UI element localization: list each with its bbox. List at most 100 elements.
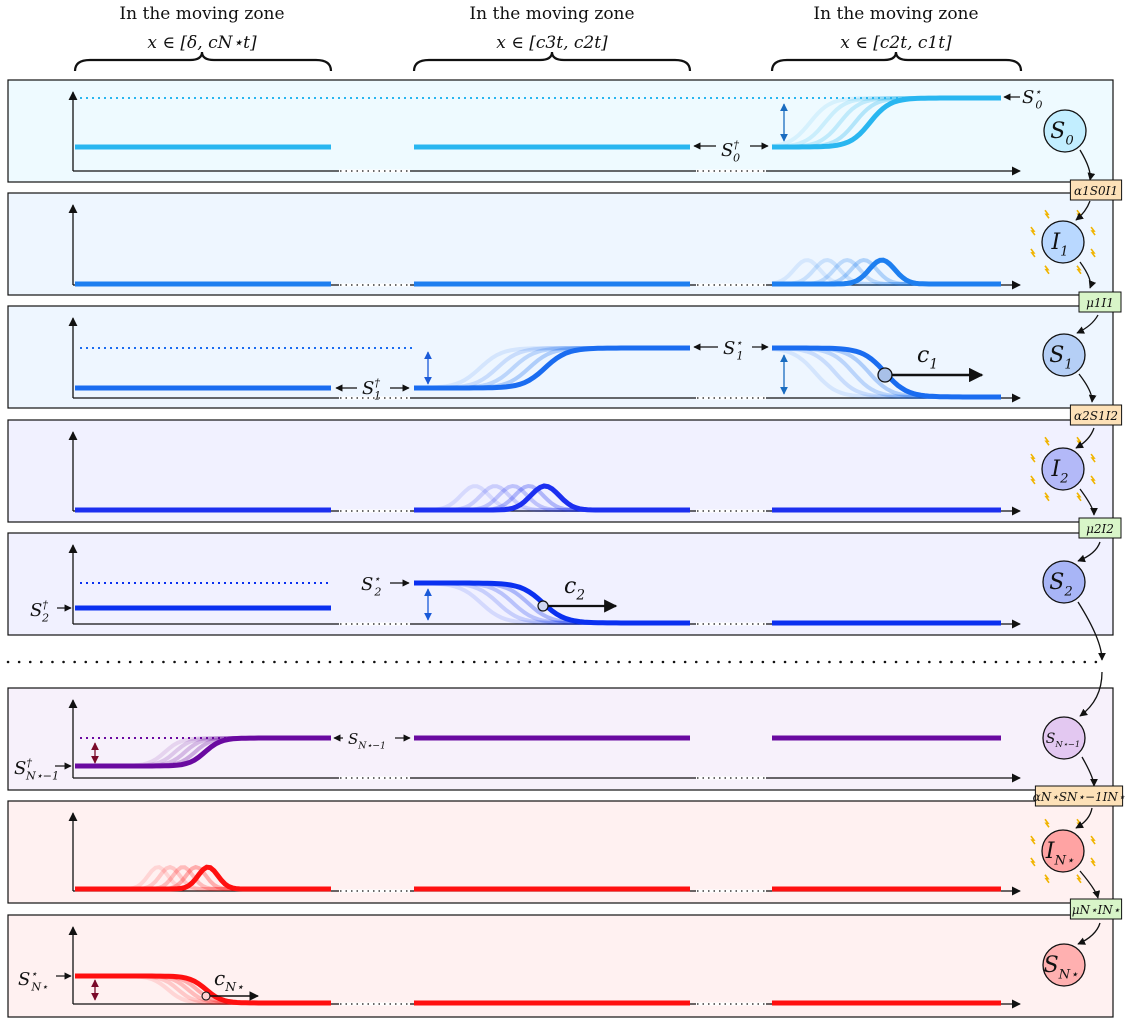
link-rate-IN [1075, 807, 1093, 829]
spark-icon [1090, 226, 1096, 236]
node-IN-circle [1041, 829, 1085, 873]
spark-icon [1030, 248, 1036, 258]
label-S1-star-text: S⋆ 1 [723, 336, 743, 362]
link-S0-rate [1079, 149, 1096, 181]
node-SN-circle [1042, 943, 1086, 987]
spark-icon [1076, 874, 1082, 884]
spark-icon [1090, 475, 1096, 485]
label-SN1-dagger-sup: † [26, 756, 32, 769]
zone-brace-2 [412, 51, 692, 72]
link-gap-SN1 [1079, 671, 1103, 717]
front-marker-SN [201, 991, 211, 1001]
link-rate-S2 [1077, 541, 1101, 563]
spark-icon [1030, 835, 1036, 845]
label-S2-dagger: S† 2 [30, 598, 49, 624]
label-SN1-main: S [348, 730, 358, 748]
label-S0-dagger-sup: † [733, 138, 739, 151]
node-I1-circle [1041, 220, 1085, 264]
spark-icon [1044, 492, 1050, 502]
rate-alpha2: α2S1I2 [1069, 404, 1123, 426]
label-SN-star-sup: ⋆ [30, 967, 37, 980]
rate-mu2: μ2I2 [1078, 517, 1122, 539]
label-S1-star-sup: ⋆ [735, 336, 742, 349]
rate-mu2-box [1078, 517, 1122, 539]
spark-icon [1030, 453, 1036, 463]
label-S2-star-text: S⋆ 2 [361, 572, 381, 598]
rate-alpha1-text: α1S0I1 [1074, 184, 1118, 198]
node-S0-label: S0 [1050, 119, 1073, 149]
rate-muN-text: μN⋆IN⋆ [1072, 903, 1121, 917]
node-S2-label-main: S [1049, 570, 1064, 595]
rate-muN-box [1069, 898, 1123, 920]
link-I1-rate [1079, 261, 1097, 289]
node-I1-label: I1 [1050, 230, 1068, 260]
label-S0-dagger-sub: 0 [733, 151, 740, 164]
zone-title-3: In the moving zone [813, 4, 978, 24]
node-IN-label-main: I [1045, 839, 1056, 864]
zone-title-2: In the moving zone [469, 4, 634, 24]
node-SN-label-main: S [1044, 953, 1059, 978]
node-SN1-circle [1042, 716, 1086, 760]
rate-mu1: μ1I1 [1078, 291, 1122, 313]
label-S1-dagger: S† 1 [362, 376, 381, 402]
label-c1-sub: 1 [929, 357, 938, 373]
profile-S0 [772, 95, 1001, 150]
link-I2-rate [1079, 488, 1098, 516]
label-S1-dagger-sub: 1 [374, 389, 381, 402]
label-SN1-sub: N⋆−1 [357, 741, 386, 752]
label-S2-star-main: S [361, 574, 373, 595]
rate-alpha2-text: α2S1I2 [1074, 409, 1118, 423]
panel-S0 [7, 79, 1114, 183]
label-c2-main: c [564, 574, 576, 599]
spark-icon [1090, 857, 1096, 867]
front-marker-S1 [877, 367, 893, 383]
rate-alphaN-box [1034, 785, 1124, 807]
link-rate-S1 [1076, 314, 1099, 334]
node-S0: S0 [1043, 109, 1087, 153]
label-SN1-text: SN⋆−1 [348, 730, 386, 752]
rate-mu1-box [1078, 291, 1122, 313]
panel-I1 [7, 192, 1114, 296]
label-S0-star: S⋆ 0 [1022, 85, 1042, 111]
spark-icon [1044, 818, 1050, 828]
node-I1: I1 [1030, 209, 1096, 275]
node-I2-label-sub: 2 [1059, 472, 1068, 487]
node-S1-label-sub: 1 [1064, 358, 1072, 373]
label-c2-text: c2 [564, 574, 585, 604]
node-S2: S2 [1042, 560, 1086, 604]
zone-header-1: In the moving zone x ∈ [δ, cN⋆t] [73, 4, 333, 72]
label-S1-dagger-main: S [362, 378, 374, 399]
node-S2-circle [1042, 560, 1086, 604]
label-S1-star-main: S [723, 338, 735, 359]
label-SN1-dagger-text: S† N⋆−1 [14, 756, 59, 782]
node-SN1-label-main: S [1046, 731, 1056, 747]
label-SN-star: S⋆ N⋆ [18, 967, 48, 993]
rate-mu2-text: μ2I2 [1086, 522, 1114, 536]
rate-alpha1-box [1069, 179, 1123, 201]
label-SN-star-main: S [18, 969, 30, 990]
profile-I2 [414, 483, 690, 513]
front-marker-S2 [537, 600, 549, 612]
label-S0-dagger: S† 0 [721, 138, 740, 164]
link-SN1-rate [1081, 756, 1098, 787]
label-c2: c2 [564, 574, 585, 604]
node-SN-label: SN⋆ [1044, 953, 1079, 983]
zone-interval-2: x ∈ [c3t, c2t] [496, 33, 608, 53]
profile-S1 [414, 345, 690, 391]
zone-header-2: In the moving zone x ∈ [c3t, c2t] [412, 4, 692, 72]
zone-title-1: In the moving zone [119, 4, 284, 24]
profile-IN [75, 864, 331, 892]
link-rate-I2 [1075, 427, 1095, 449]
label-S0-star-sub: 0 [1035, 98, 1042, 111]
spark-icon [1044, 265, 1050, 275]
link-S1-rate [1078, 373, 1097, 403]
node-IN-label-sub: N⋆ [1053, 854, 1074, 869]
spark-icon [1030, 857, 1036, 867]
zone-brace-1 [73, 51, 333, 72]
label-S0-dagger-main: S [721, 140, 733, 161]
rate-alphaN: αN⋆SN⋆−1IN⋆ [1033, 785, 1126, 807]
label-cN-main: c [214, 966, 225, 990]
label-cN-sub: N⋆ [224, 979, 244, 994]
spark-icon [1044, 209, 1050, 219]
